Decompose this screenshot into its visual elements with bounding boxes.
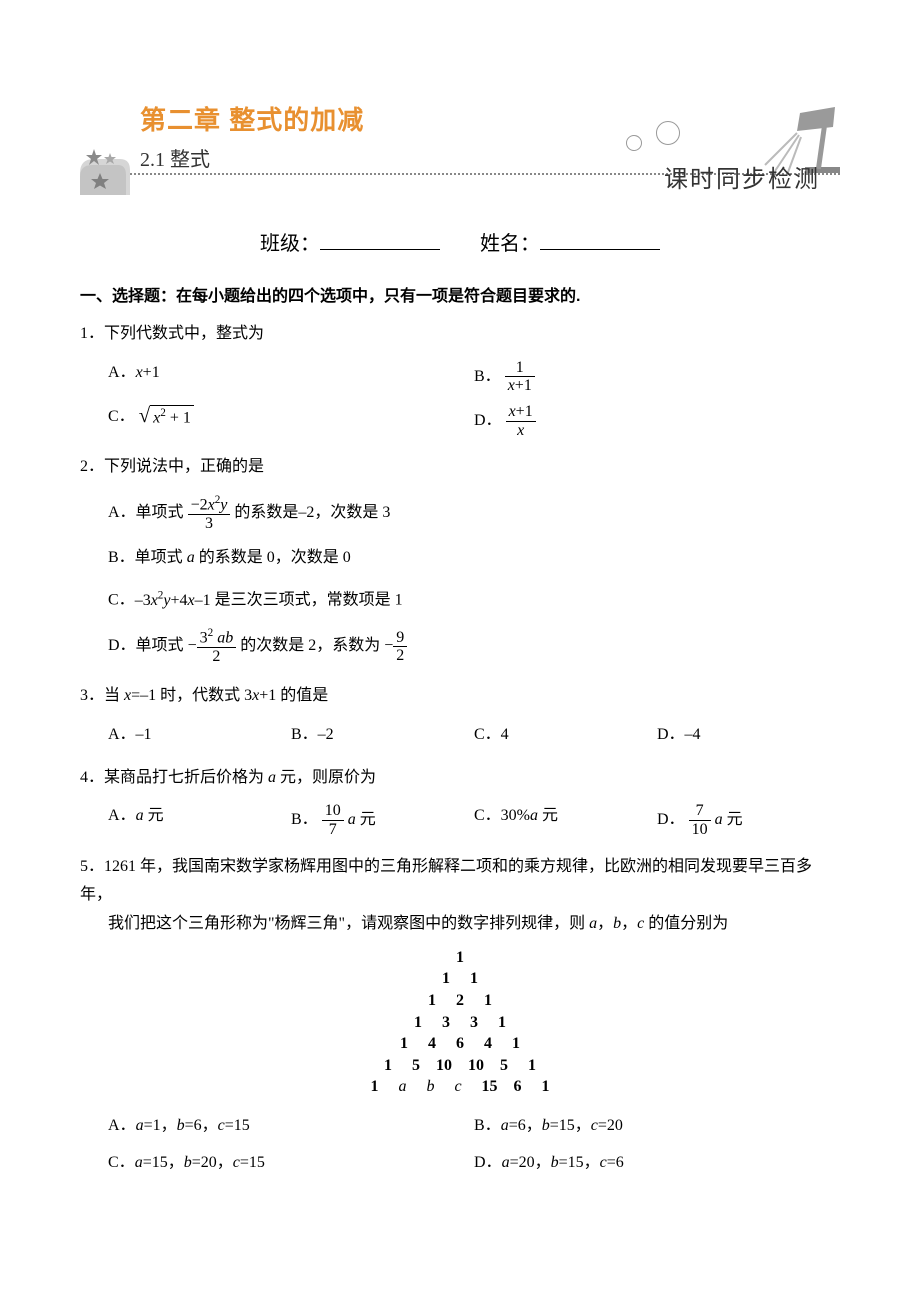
header-band: 2.1 整式 课时同步检测 (80, 143, 840, 203)
q2-opt-C: C．–3x2y+4x–1 是三次三项式，常数项是 1 (108, 579, 840, 621)
class-label: 班级： (260, 233, 320, 255)
fill-in-line: 班级： 姓名： (80, 227, 840, 256)
q2-opt-B: B．单项式 a 的系数是 0，次数是 0 (108, 538, 840, 579)
q4-opt-C: C．30%a 元 (474, 798, 657, 842)
section-heading-1: 一、选择题：在每小题给出的四个选项中，只有一项是符合题目要求的. (80, 282, 840, 306)
q1-stem: 1．下列代数式中，整式为 (80, 320, 840, 349)
tri-row-1: 1 1 (80, 968, 840, 990)
tri-row-2: 1 2 1 (80, 990, 840, 1012)
question-4: 4．某商品打七折后价格为 a 元，则原价为 A．a 元 B． 107 a 元 C… (80, 764, 840, 843)
tri-row-6: 1 a b c 15 6 1 (80, 1076, 840, 1098)
question-5: 5．1261 年，我国南宋数学家杨辉用图中的三角形解释二项和的乘方规律，比欧洲的… (80, 853, 840, 1182)
q2-opt-A: A．单项式 −2x2y3 的系数是–2，次数是 3 (108, 488, 840, 539)
q4-opt-D: D． 710 a 元 (657, 798, 840, 842)
question-3: 3．当 x=–1 时，代数式 3x+1 的值是 A．–1 B．–2 C．4 D．… (80, 682, 840, 754)
q5-opt-D: D．a=20，b=15，c=6 (474, 1145, 840, 1182)
q1-opt-C: C． √x2 + 1 (108, 399, 474, 443)
q3-opt-D: D．–4 (657, 717, 840, 754)
q5-opt-A: A．a=1，b=6，c=15 (108, 1108, 474, 1145)
q4-opt-A: A．a 元 (108, 798, 291, 842)
bubbles-icon (626, 113, 680, 142)
tri-row-3: 1 3 3 1 (80, 1012, 840, 1034)
q1-opt-D: D． x+1x (474, 399, 840, 443)
banner: 课时同步检测 (550, 113, 840, 183)
q1-opt-A: A．x+1 (108, 355, 474, 399)
section-number: 2.1 整式 (140, 143, 210, 172)
q3-opt-B: B．–2 (291, 717, 474, 754)
q3-opt-C: C．4 (474, 717, 657, 754)
q5-opt-C: C．a=15，b=20，c=15 (108, 1145, 474, 1182)
tri-row-0: 1 (80, 947, 840, 969)
q4-opt-B: B． 107 a 元 (291, 798, 474, 842)
question-2: 2．下列说法中，正确的是 A．单项式 −2x2y3 的系数是–2，次数是 3 B… (80, 453, 840, 672)
q4-stem: 4．某商品打七折后价格为 a 元，则原价为 (80, 764, 840, 793)
q1-opt-B: B． 1x+1 (474, 355, 840, 399)
pascal-triangle: 1 1 1 1 2 1 1 3 3 1 1 4 6 4 1 1 5 10 10 … (80, 947, 840, 1098)
question-1: 1．下列代数式中，整式为 A．x+1 B． 1x+1 C． √x2 + 1 D．… (80, 320, 840, 443)
class-blank[interactable] (320, 231, 440, 250)
q3-opt-A: A．–1 (108, 717, 291, 754)
q5-opt-B: B．a=6，b=15，c=20 (474, 1108, 840, 1145)
q3-stem: 3．当 x=–1 时，代数式 3x+1 的值是 (80, 682, 840, 711)
tri-row-4: 1 4 6 4 1 (80, 1033, 840, 1055)
q2-opt-D: D．单项式 −32 ab2 的次数是 2，系数为 −92 (108, 621, 840, 672)
name-blank[interactable] (540, 231, 660, 250)
q2-stem: 2．下列说法中，正确的是 (80, 453, 840, 482)
star-emblem-icon (80, 145, 130, 195)
tri-row-5: 1 5 10 10 5 1 (80, 1055, 840, 1077)
banner-text: 课时同步检测 (664, 159, 820, 194)
q5-stem: 5．1261 年，我国南宋数学家杨辉用图中的三角形解释二项和的乘方规律，比欧洲的… (80, 853, 840, 939)
name-label: 姓名： (480, 233, 540, 255)
page: 第二章 整式的加减 2.1 整式 课时同步检测 (0, 0, 920, 1252)
